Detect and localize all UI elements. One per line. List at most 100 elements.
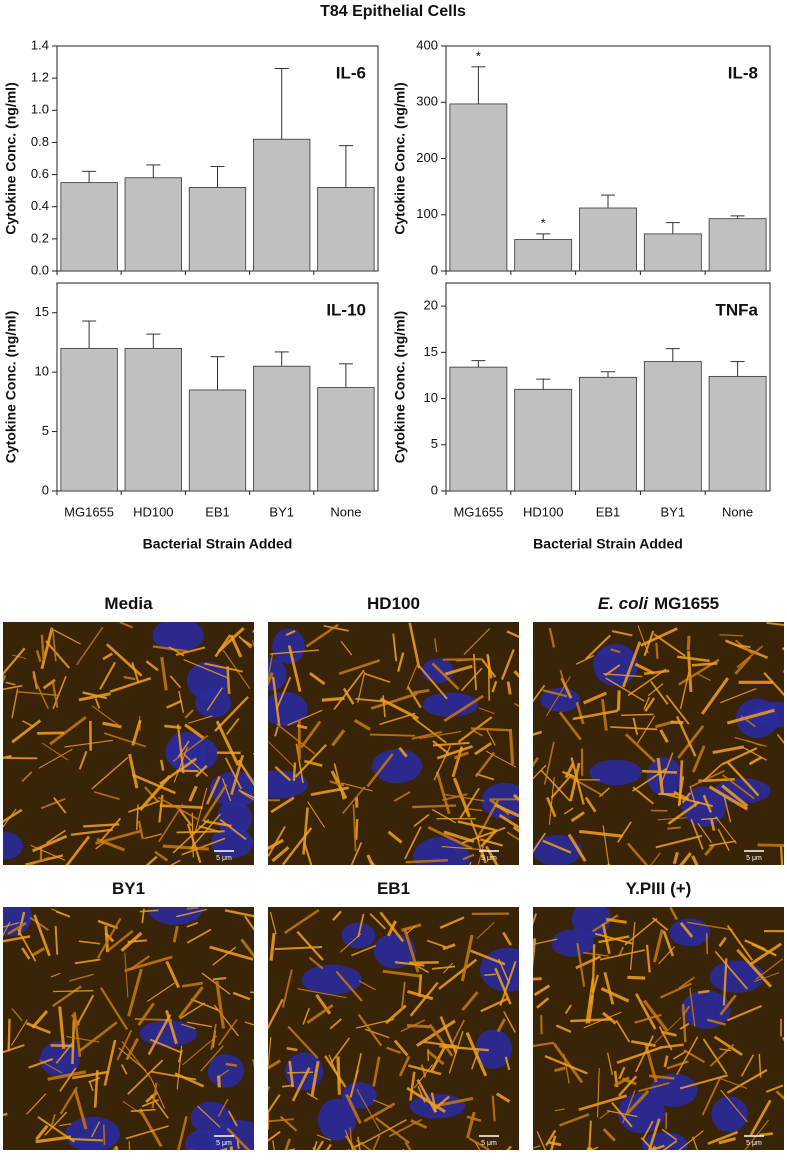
y-axis-title: Cytokine Conc. (ng/ml) <box>3 82 19 234</box>
y-tick-label: 0 <box>431 262 438 277</box>
actin-fiber <box>688 636 689 651</box>
image-label-text: Y.PIII (+) <box>626 879 692 898</box>
actin-fiber <box>627 977 645 978</box>
nucleus <box>262 692 307 727</box>
error-bar <box>275 69 289 140</box>
actin-fiber <box>370 735 415 736</box>
nucleus <box>208 1054 244 1088</box>
error-bar <box>731 216 745 219</box>
bar <box>709 219 766 271</box>
actin-fiber <box>9 1019 10 1051</box>
bar <box>189 187 245 271</box>
image-label-text: Media <box>104 594 153 613</box>
error-bar <box>146 165 160 178</box>
x-tick-label: EB1 <box>596 504 621 519</box>
bar <box>515 240 572 272</box>
actin-fiber <box>484 974 496 975</box>
actin-fiber <box>759 1134 772 1136</box>
bar <box>579 377 636 491</box>
panel-title: IL-6 <box>336 63 366 82</box>
y-tick-label: 1.2 <box>31 70 49 85</box>
micrograph-content: 5 μm <box>230 622 555 894</box>
x-tick-label: None <box>330 504 361 519</box>
actin-fiber <box>219 1075 220 1087</box>
error-bar <box>601 372 615 378</box>
scale-bar-label: 5 μm <box>481 1140 497 1147</box>
y-tick-label: 20 <box>424 298 438 313</box>
image-label-text: EB1 <box>377 879 410 898</box>
y-tick-label: 15 <box>35 304 49 319</box>
actin-fiber <box>336 1149 349 1156</box>
panel-title: TNFa <box>716 300 759 319</box>
y-tick-label: 0.0 <box>31 262 49 277</box>
bar <box>579 208 636 271</box>
nucleus <box>589 760 642 786</box>
x-tick-label: HD100 <box>133 504 173 519</box>
error-bar <box>536 379 550 389</box>
error-bar <box>82 321 96 348</box>
scale-bar-label: 5 μm <box>746 1140 762 1147</box>
y-tick-label: 10 <box>424 390 438 405</box>
actin-fiber <box>287 1048 298 1050</box>
bar <box>61 183 117 271</box>
actin-fiber <box>254 1150 295 1156</box>
y-tick-label: 0.4 <box>31 198 49 213</box>
y-tick-label: 200 <box>416 150 438 165</box>
x-tick-label: EB1 <box>205 504 230 519</box>
bar <box>253 366 309 491</box>
y-axis-title: Cytokine Conc. (ng/ml) <box>392 82 408 234</box>
actin-fiber <box>412 806 456 808</box>
image-label: BY1 <box>112 879 145 898</box>
bar <box>318 187 374 271</box>
actin-fiber <box>188 1150 192 1156</box>
y-axis-title: Cytokine Conc. (ng/ml) <box>3 311 19 463</box>
y-tick-label: 0 <box>42 482 49 497</box>
significance-mark: * <box>541 215 546 230</box>
figure-title: T84 Epithelial Cells <box>320 3 466 20</box>
actin-fiber <box>443 659 482 660</box>
image-label-text: HD100 <box>367 594 420 613</box>
y-tick-label: 1.0 <box>31 102 49 117</box>
significance-mark: * <box>476 48 481 63</box>
nucleus <box>481 783 529 819</box>
micrograph-content: 5 μm <box>0 618 280 888</box>
x-axis-title: Bacterial Strain Added <box>143 536 293 552</box>
error-bar <box>471 67 485 104</box>
micrograph: 5 μm <box>0 891 292 1156</box>
nucleus <box>372 749 422 783</box>
bar <box>125 348 181 491</box>
scale-bar-label: 5 μm <box>746 855 762 862</box>
actin-fiber <box>104 1125 105 1145</box>
x-tick-label: MG1655 <box>64 504 114 519</box>
error-bar <box>601 195 615 208</box>
error-bar <box>731 362 745 377</box>
scale-bar-label: 5 μm <box>216 855 232 862</box>
actin-fiber <box>419 974 421 996</box>
actin-fiber <box>356 819 357 840</box>
y-tick-label: 400 <box>416 37 438 52</box>
actin-fiber <box>71 1139 104 1140</box>
actin-fiber <box>228 666 230 694</box>
micrograph-content: 5 μm <box>497 900 787 1156</box>
y-tick-label: 15 <box>424 344 438 359</box>
actin-fiber <box>593 944 594 992</box>
actin-fiber <box>667 827 681 828</box>
bar <box>515 389 572 491</box>
bar <box>61 348 117 491</box>
error-bar <box>211 167 225 188</box>
actin-fiber <box>570 1019 611 1021</box>
image-label: EB1 <box>377 879 410 898</box>
panel-title: IL-8 <box>728 63 758 82</box>
image-label-italic: E. coli <box>598 594 649 613</box>
actin-fiber <box>128 940 147 941</box>
scale-bar-label: 5 μm <box>481 855 497 862</box>
error-bar <box>211 357 225 390</box>
micrograph: 5 μm <box>497 900 787 1156</box>
x-tick-label: MG1655 <box>453 504 503 519</box>
y-tick-label: 100 <box>416 206 438 221</box>
image-label: Y.PIII (+) <box>626 879 692 898</box>
micrograph-content: 5 μm <box>508 622 787 890</box>
bar <box>644 362 701 491</box>
